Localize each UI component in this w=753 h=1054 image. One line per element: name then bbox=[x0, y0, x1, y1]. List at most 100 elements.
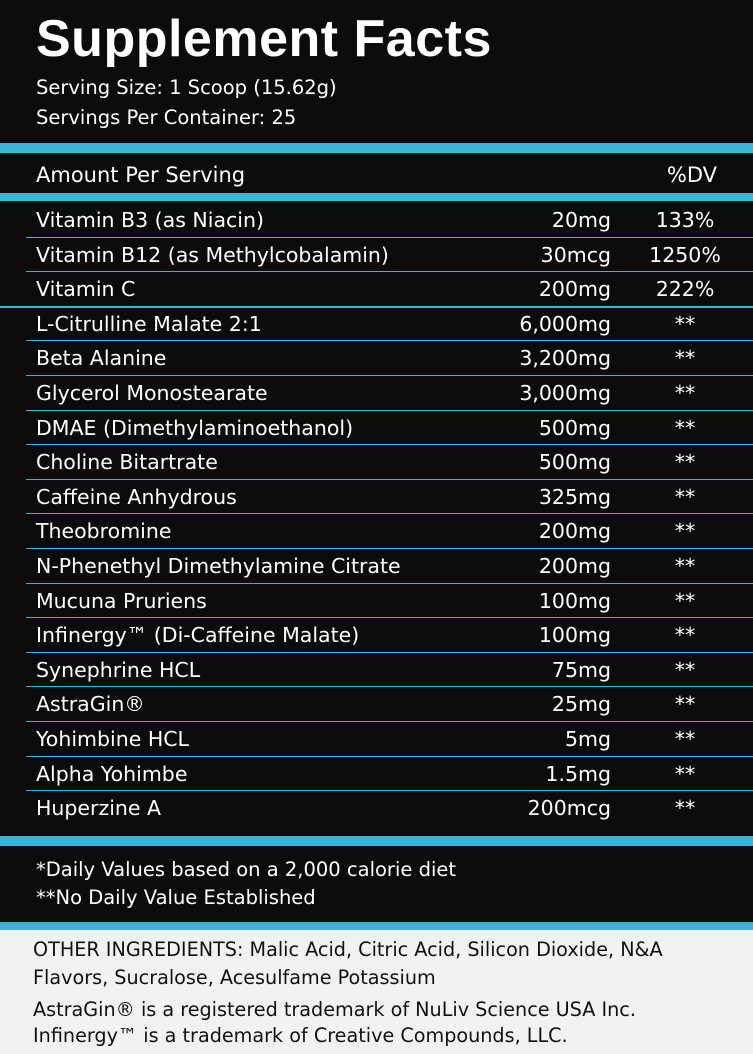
table-row: Theobromine 200mg ** bbox=[0, 514, 753, 549]
nutrient-name: Vitamin B3 (as Niacin) bbox=[36, 208, 264, 232]
row-divider bbox=[26, 548, 753, 549]
row-divider bbox=[26, 582, 753, 584]
supplement-facts-panel: Supplement Facts Serving Size: 1 Scoop (… bbox=[0, 10, 753, 930]
nutrient-dv: 133% bbox=[655, 208, 715, 232]
panel-title: Supplement Facts bbox=[36, 10, 492, 68]
nutrient-dv: 1250% bbox=[649, 242, 721, 267]
nutrient-name: N-Phenethyl Dimethylamine Citrate bbox=[36, 554, 401, 578]
nutrient-dv: ** bbox=[674, 381, 696, 405]
row-divider bbox=[26, 478, 753, 480]
nutrient-dv: 222% bbox=[655, 277, 715, 302]
row-divider bbox=[26, 340, 753, 342]
nutrient-dv: ** bbox=[674, 692, 696, 717]
nutrient-name: Alpha Yohimbe bbox=[36, 761, 188, 786]
table-row: DMAE (Dimethylaminoethanol) 500mg ** bbox=[0, 411, 753, 446]
table-row: Mucuna Pruriens 100mg ** bbox=[0, 584, 753, 619]
nutrient-amount: 30mcg bbox=[540, 242, 611, 267]
nutrient-dv: ** bbox=[674, 311, 696, 336]
nutrient-dv: ** bbox=[674, 588, 696, 613]
nutrient-name: Vitamin C bbox=[36, 277, 136, 302]
nutrient-dv: ** bbox=[674, 519, 696, 544]
table-row: Alpha Yohimbe 1.5mg ** bbox=[0, 757, 753, 792]
nutrient-amount: 325mg bbox=[538, 484, 611, 509]
nutrient-name: Caffeine Anhydrous bbox=[36, 484, 237, 509]
nutrient-name: DMAE (Dimethylaminoethanol) bbox=[36, 415, 354, 440]
row-divider bbox=[26, 617, 753, 619]
nutrient-dv: ** bbox=[674, 415, 696, 440]
nutrient-amount: 200mcg bbox=[527, 796, 611, 821]
nutrient-amount: 3,200mg bbox=[519, 346, 611, 371]
nutrient-name: Beta Alanine bbox=[36, 346, 167, 371]
nutrient-amount: 200mg bbox=[538, 277, 611, 302]
nutrient-amount: 5mg bbox=[564, 727, 611, 751]
servings-per-container: Servings Per Container: 25 bbox=[36, 106, 297, 129]
nutrient-name: Infinergy™ (Di-Caffeine Malate) bbox=[36, 623, 360, 648]
nutrient-amount: 25mg bbox=[551, 692, 611, 717]
divider-bar-footer bbox=[0, 922, 753, 930]
nutrient-amount: 100mg bbox=[538, 588, 611, 613]
nutrient-dv: ** bbox=[674, 484, 696, 509]
row-divider bbox=[26, 444, 753, 446]
nutrient-name: Huperzine A bbox=[36, 796, 162, 821]
row-divider bbox=[26, 271, 753, 273]
table-row: Vitamin B12 (as Methylcobalamin) 30mcg 125… bbox=[0, 238, 753, 273]
nutrient-dv: ** bbox=[674, 761, 696, 786]
nutrient-dv: ** bbox=[674, 623, 696, 648]
table-row: Vitamin C 200mg 222% bbox=[0, 272, 753, 307]
nutrient-dv: ** bbox=[674, 554, 696, 578]
footnote-no-dv: **No Daily Value Established bbox=[36, 886, 316, 909]
row-divider bbox=[26, 409, 753, 411]
row-divider bbox=[26, 790, 753, 792]
row-divider bbox=[0, 305, 753, 308]
other-ingredients-section: OTHER INGREDIENTS: Malic Acid, Citric Ac… bbox=[0, 930, 753, 1054]
nutrient-dv: ** bbox=[674, 727, 696, 751]
nutrient-amount: 6,000mg bbox=[519, 311, 611, 336]
nutrient-amount: 100mg bbox=[538, 623, 611, 648]
table-row: Caffeine Anhydrous 325mg ** bbox=[0, 480, 753, 515]
table-header: Amount Per Serving %DV bbox=[0, 160, 753, 190]
nutrient-name: Choline Bitartrate bbox=[36, 450, 218, 475]
row-divider bbox=[26, 721, 753, 722]
nutrient-amount: 75mg bbox=[551, 657, 611, 682]
table-row: Infinergy™ (Di-Caffeine Malate) 100mg ** bbox=[0, 618, 753, 653]
footnote-daily-values: *Daily Values based on a 2,000 calorie d… bbox=[36, 858, 457, 881]
other-ingredients-text: OTHER INGREDIENTS: Malic Acid, Citric Ac… bbox=[33, 938, 663, 989]
dv-label: %DV bbox=[666, 163, 717, 187]
row-divider bbox=[26, 651, 753, 653]
row-divider bbox=[26, 513, 753, 515]
nutrient-dv: ** bbox=[674, 450, 696, 475]
table-row: Choline Bitartrate 500mg ** bbox=[0, 445, 753, 480]
trademark-astragin: AstraGin® is a registered trademark of N… bbox=[33, 998, 636, 1021]
table-row: Huperzine A 200mcg ** bbox=[0, 791, 753, 826]
nutrient-name: Mucuna Pruriens bbox=[36, 588, 207, 613]
row-divider bbox=[26, 236, 753, 238]
nutrient-name: Yohimbine HCL bbox=[36, 727, 189, 751]
divider-bar-top bbox=[0, 143, 753, 153]
nutrient-name: Synephrine HCL bbox=[36, 657, 201, 682]
nutrient-amount: 1.5mg bbox=[545, 761, 611, 786]
nutrient-amount: 3,000mg bbox=[519, 381, 611, 405]
nutrient-name: Glycerol Monostearate bbox=[36, 381, 268, 405]
table-row: N-Phenethyl Dimethylamine Citrate 200mg ** bbox=[0, 549, 753, 584]
amount-per-serving-label: Amount Per Serving bbox=[36, 163, 246, 187]
trademark-infinergy: Infinergy™ is a trademark of Creative Co… bbox=[33, 1024, 568, 1047]
row-divider bbox=[26, 755, 753, 757]
table-row: Synephrine HCL 75mg ** bbox=[0, 653, 753, 688]
nutrient-amount: 20mg bbox=[551, 208, 611, 232]
serving-size: Serving Size: 1 Scoop (15.62g) bbox=[36, 76, 337, 99]
nutrient-amount: 500mg bbox=[538, 450, 611, 475]
nutrient-name: AstraGin® bbox=[36, 692, 145, 717]
table-row: Yohimbine HCL 5mg ** bbox=[0, 722, 753, 757]
nutrient-amount: 200mg bbox=[538, 519, 611, 544]
nutrient-name: Vitamin B12 (as Methylcobalamin) bbox=[36, 242, 389, 267]
table-row: Glycerol Monostearate 3,000mg ** bbox=[0, 376, 753, 411]
nutrient-dv: ** bbox=[674, 346, 696, 371]
nutrient-amount: 500mg bbox=[538, 415, 611, 440]
table-row: L-Citrulline Malate 2:1 6,000mg ** bbox=[0, 307, 753, 342]
row-divider bbox=[26, 375, 753, 376]
nutrient-dv: ** bbox=[674, 796, 696, 821]
nutrient-name: L-Citrulline Malate 2:1 bbox=[36, 311, 262, 336]
nutrient-name: Theobromine bbox=[36, 519, 172, 544]
divider-bar-header bbox=[0, 193, 753, 201]
divider-bar-bottom bbox=[0, 836, 753, 846]
